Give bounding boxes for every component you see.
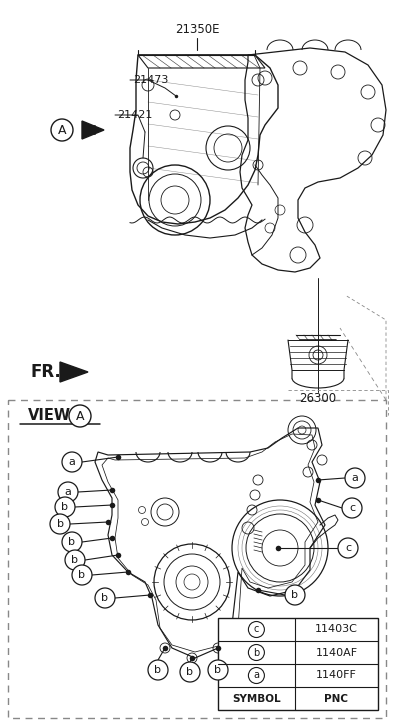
Polygon shape	[60, 362, 88, 382]
Circle shape	[248, 667, 264, 683]
Text: b: b	[154, 665, 162, 675]
Circle shape	[62, 532, 82, 552]
Circle shape	[65, 550, 85, 570]
Text: b: b	[102, 593, 108, 603]
Circle shape	[248, 645, 264, 661]
Text: c: c	[254, 624, 259, 635]
Text: 1140FF: 1140FF	[316, 670, 357, 680]
Circle shape	[72, 565, 92, 585]
Text: b: b	[56, 519, 63, 529]
Text: c: c	[345, 543, 351, 553]
Bar	[218, 618, 378, 710]
Text: VIEW: VIEW	[28, 409, 71, 424]
Circle shape	[248, 622, 264, 638]
Text: b: b	[69, 537, 76, 547]
Circle shape	[50, 514, 70, 534]
Text: b: b	[292, 590, 299, 600]
Circle shape	[148, 660, 168, 680]
Circle shape	[69, 405, 91, 427]
Text: b: b	[61, 502, 69, 512]
Circle shape	[208, 660, 228, 680]
Text: b: b	[253, 648, 260, 657]
Text: b: b	[214, 665, 221, 675]
Text: 11403C: 11403C	[315, 624, 358, 635]
Circle shape	[338, 538, 358, 558]
Circle shape	[342, 498, 362, 518]
Circle shape	[95, 588, 115, 608]
Text: b: b	[186, 667, 193, 677]
Circle shape	[55, 497, 75, 517]
Polygon shape	[82, 121, 104, 139]
Bar	[8, 400, 386, 718]
Text: a: a	[253, 670, 259, 680]
Text: FR.: FR.	[30, 363, 61, 381]
Text: SYMBOL: SYMBOL	[232, 694, 281, 704]
Text: PNC: PNC	[324, 694, 348, 704]
Text: b: b	[78, 570, 85, 580]
Text: 21473: 21473	[133, 75, 168, 85]
Circle shape	[285, 585, 305, 605]
Text: 21350E: 21350E	[175, 23, 219, 36]
Circle shape	[62, 452, 82, 472]
Text: 1140AF: 1140AF	[315, 648, 357, 657]
Text: 21421: 21421	[117, 110, 152, 120]
Circle shape	[180, 662, 200, 682]
Text: a: a	[351, 473, 359, 483]
Text: b: b	[71, 555, 78, 565]
Text: a: a	[65, 487, 71, 497]
Text: A: A	[76, 409, 84, 422]
Text: 26300: 26300	[299, 392, 336, 405]
Circle shape	[51, 119, 73, 141]
Text: A: A	[58, 124, 66, 137]
Text: a: a	[69, 457, 75, 467]
Text: c: c	[349, 503, 355, 513]
Circle shape	[58, 482, 78, 502]
Circle shape	[345, 468, 365, 488]
